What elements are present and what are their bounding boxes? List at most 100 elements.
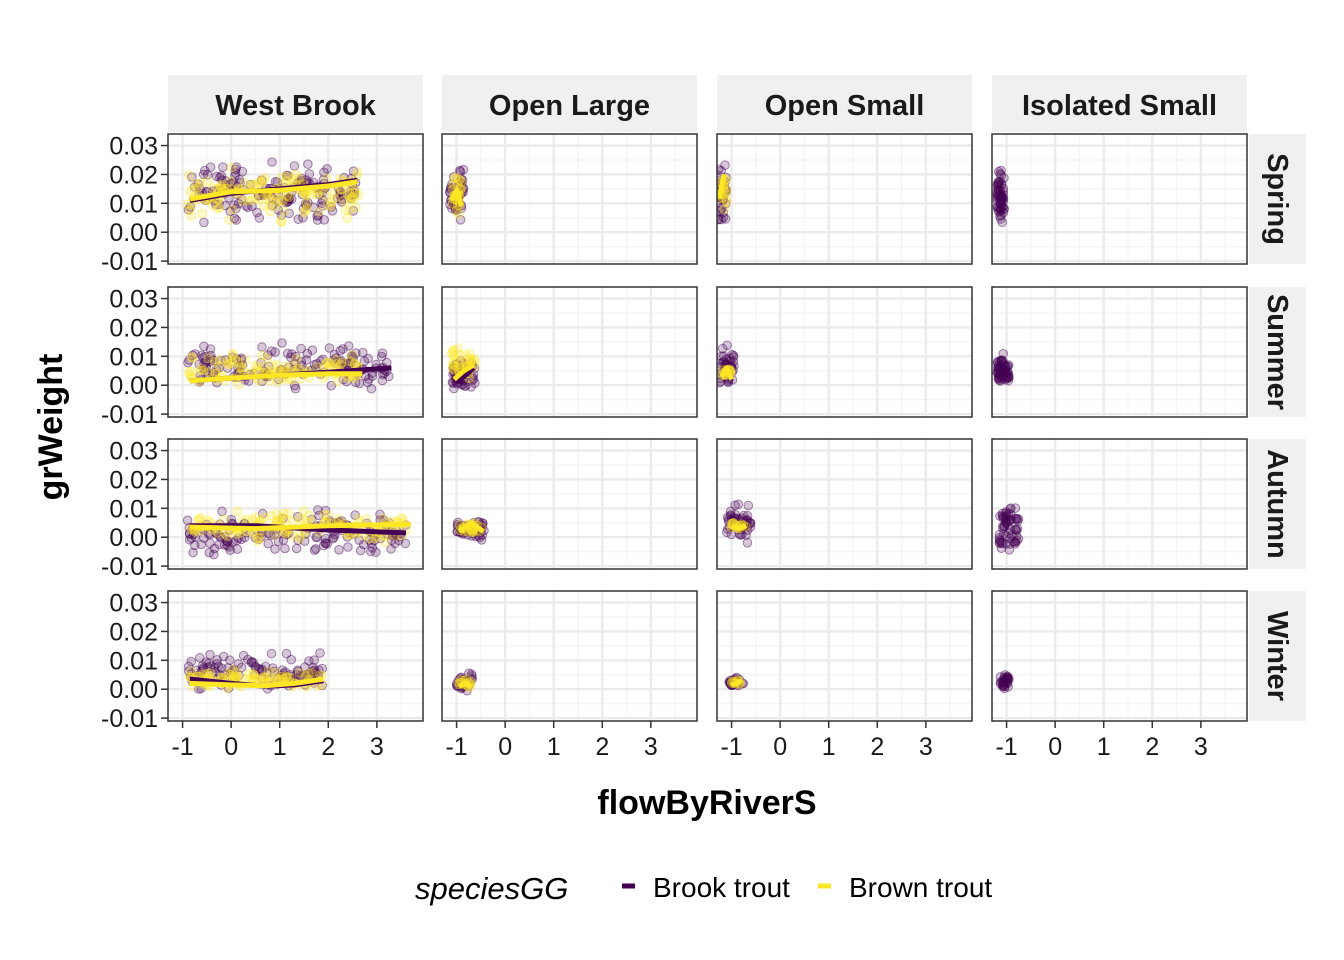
x-tick-label: 0 [224,733,238,761]
data-point-brook-trout [187,172,197,182]
data-point-brown-trout [380,537,390,548]
data-point-brook-trout [993,192,1003,202]
data-point-brook-trout [231,215,242,225]
data-point-brook-trout [332,193,343,204]
panel-border [991,286,1248,418]
data-point-brook-trout [220,355,231,365]
data-point-brook-trout [998,365,1009,376]
data-point-brook-trout [369,535,380,546]
data-point-brook-trout [999,203,1009,214]
data-point-brook-trout [329,532,339,543]
data-point-brook-trout [270,544,280,554]
data-point-brook-trout [997,192,1008,202]
data-point-brook-trout [1001,674,1012,684]
data-point-brook-trout [998,680,1009,691]
data-point-brook-trout [205,649,215,660]
data-point-brown-trout [186,666,197,676]
data-point-brown-trout [268,361,278,371]
panel-border [716,133,973,265]
data-point-brook-trout [214,199,224,210]
data-point-brook-trout [308,666,319,676]
legend-title: speciesGG [415,871,568,906]
data-point-brook-trout [312,532,322,543]
data-point-brown-trout [447,363,458,373]
data-point-brook-trout [999,683,1010,694]
data-point-brook-trout [205,356,216,367]
data-point-brook-trout [303,159,313,169]
data-point-brook-trout [1000,374,1011,385]
data-point-brook-trout [315,648,325,658]
data-point-brook-trout [251,662,261,672]
data-point-brook-trout [996,189,1006,200]
data-point-brown-trout [302,203,312,214]
x-tick-label: 2 [1145,733,1159,761]
data-point-brown-trout [223,356,233,366]
data-point-brook-trout [1002,674,1013,684]
data-point-brook-trout [320,505,331,516]
data-point-brook-trout [462,530,473,540]
data-point-brook-trout [995,370,1006,381]
data-point-brook-trout [995,169,1005,179]
data-point-brook-trout [281,529,292,540]
data-point-brook-trout [1000,361,1011,371]
panel-border [441,438,698,570]
data-point-brown-trout [216,180,227,190]
data-point-brook-trout [311,667,321,678]
data-point-brown-trout [453,174,464,184]
data-point-brown-trout [469,354,480,365]
data-point-brook-trout [994,207,1004,217]
data-point-brook-trout [717,164,724,175]
data-point-brown-trout [452,343,463,353]
data-point-brook-trout [996,537,1007,548]
data-point-brook-trout [277,665,288,675]
data-point-brown-trout [344,356,355,367]
panel-background [442,439,697,569]
data-point-brown-trout [464,349,475,359]
data-point-brook-trout [994,533,1005,543]
data-point-brook-trout [283,194,294,204]
data-point-brown-trout [236,362,246,373]
panel-marks [182,505,411,560]
data-point-brook-trout [993,362,1003,373]
data-point-brook-trout [206,350,216,361]
data-point-brown-trout [279,206,289,216]
data-point-brook-trout [345,358,356,369]
data-point-brook-trout [345,186,356,197]
panel-border [441,133,698,265]
data-point-brown-trout [276,172,287,182]
data-point-brook-trout [199,533,209,543]
data-point-brook-trout [327,206,338,216]
data-point-brown-trout [258,362,269,372]
data-point-brook-trout [267,200,278,211]
data-point-brook-trout [994,537,1005,548]
data-point-brook-trout [234,670,244,681]
data-point-brook-trout [1010,537,1020,547]
panel-background [442,287,697,417]
data-point-brown-trout [223,359,234,370]
data-point-brook-trout [365,546,376,557]
data-point-brown-trout [233,357,243,367]
data-point-brown-trout [203,515,213,525]
data-point-brook-trout [284,194,295,204]
data-point-brook-trout [367,371,378,381]
data-point-brook-trout [336,197,347,207]
data-point-brook-trout [240,532,250,543]
data-point-brook-trout [348,206,359,216]
data-point-brook-trout [998,356,1008,366]
fit-line-brown-trout [189,676,324,689]
data-point-brown-trout [299,515,309,525]
data-point-brown-trout [272,196,283,207]
panel-background [992,287,1247,417]
data-point-brook-trout [231,162,242,172]
data-point-brown-trout [448,179,458,190]
data-point-brown-trout [215,355,225,365]
data-point-brook-trout [293,214,304,224]
data-point-brown-trout [256,176,266,187]
y-tick-label: -0.01 [101,553,158,581]
data-point-brown-trout [266,511,277,521]
data-point-brook-trout [992,358,1003,369]
data-point-brook-trout [209,663,220,673]
data-point-brown-trout [294,173,304,184]
strip-label-autumn: Autumn [1261,449,1293,559]
data-point-brown-trout [447,348,457,359]
